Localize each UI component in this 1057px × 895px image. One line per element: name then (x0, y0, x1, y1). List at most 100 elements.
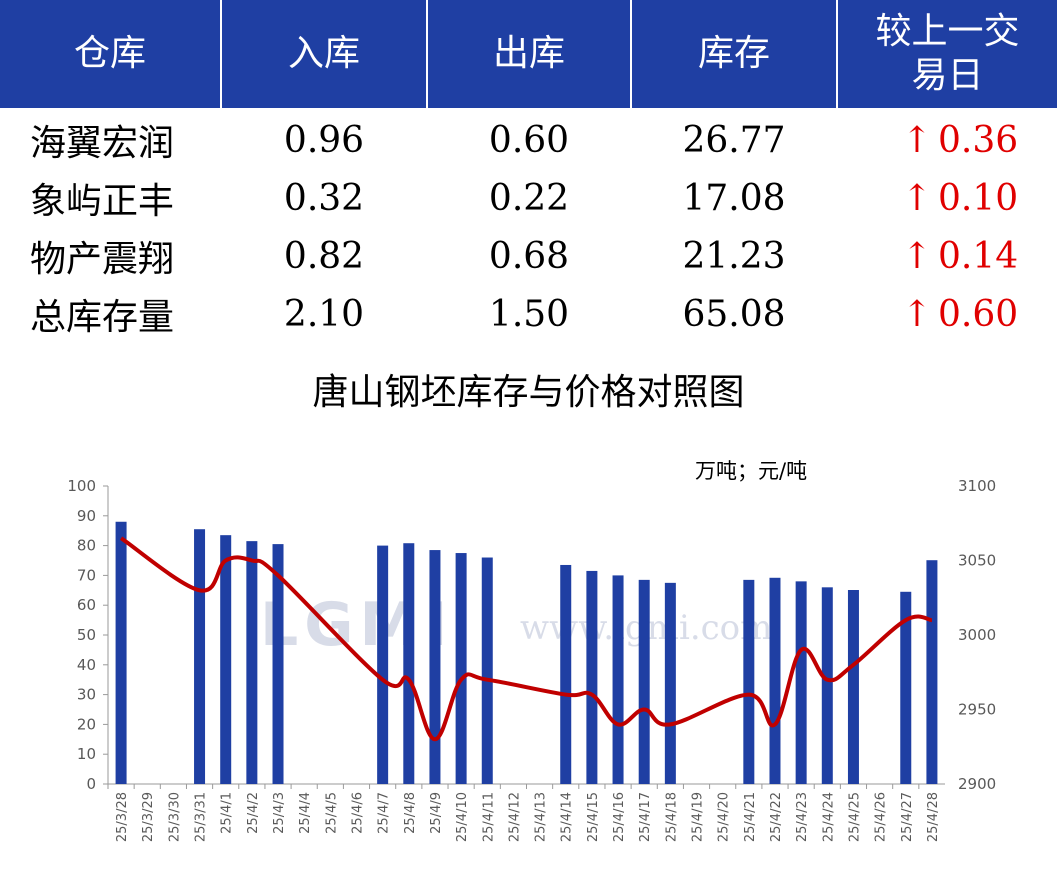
watermark-logo: LGMI (260, 590, 454, 660)
bar (795, 581, 807, 784)
y-left-tick-label: 30 (77, 686, 96, 704)
x-tick-label: 25/4/22 (769, 792, 784, 842)
chart-title: 唐山钢坯库存与价格对照图 (312, 372, 745, 413)
header-divider (630, 0, 632, 108)
table-row: 象屿正丰 0.32 0.22 17.08 ↑ 0.10 (0, 169, 1057, 227)
x-tick-label: 25/4/17 (638, 792, 653, 842)
bar (900, 591, 912, 784)
header-change-line2: 易日 (911, 55, 984, 96)
x-tick-label: 25/4/25 (847, 792, 862, 842)
y-left-tick-label: 80 (77, 537, 96, 555)
arrow-up-icon: ↑ (901, 293, 932, 335)
x-tick-label: 25/4/20 (717, 792, 732, 842)
row-in: 0.32 (283, 177, 365, 219)
bar (115, 521, 127, 784)
row-out: 0.22 (488, 177, 570, 219)
y-left-tick-label: 40 (77, 656, 96, 674)
row-in: 0.96 (283, 119, 365, 161)
x-tick-label: 25/4/23 (795, 792, 810, 842)
x-tick-label: 25/4/6 (350, 792, 365, 834)
row-out: 1.50 (488, 293, 570, 335)
y-left-tick-label: 50 (77, 626, 96, 644)
x-tick-label: 25/4/9 (429, 792, 444, 834)
y-right-tick-label: 3100 (958, 477, 996, 495)
bar (246, 541, 258, 784)
row-out: 0.68 (488, 235, 570, 277)
table-row: 海翼宏润 0.96 0.60 26.77 ↑ 0.36 (0, 111, 1057, 169)
bar (612, 575, 624, 784)
bar (403, 543, 415, 784)
inventory-price-chart: 0 10 20 30 40 50 60 70 80 90 100 2900 2950 3000 3050 31… (67, 477, 996, 842)
row-change: ↑ 0.60 (880, 285, 1040, 343)
y-right-tick-label: 2900 (958, 775, 996, 793)
unit-label: 万吨；元/吨 (695, 459, 808, 483)
header-change-line1: 较上一交 (875, 11, 1020, 52)
x-tick-label: 25/4/12 (507, 792, 522, 842)
bar (586, 570, 598, 784)
row-change: ↑ 0.14 (880, 227, 1040, 285)
x-tick-label: 25/4/11 (481, 792, 496, 842)
row-stock: 65.08 (682, 293, 786, 335)
header-change: 较上一交 易日 (838, 0, 1057, 108)
row-in: 2.10 (283, 293, 365, 335)
x-tick-label: 25/3/28 (115, 792, 130, 842)
bar (272, 544, 284, 784)
row-change: ↑ 0.10 (880, 169, 1040, 227)
y-left-tick-label: 60 (77, 596, 96, 614)
x-tick-label: 25/4/19 (691, 792, 706, 842)
x-tick-label: 25/4/16 (612, 792, 627, 842)
arrow-up-icon: ↑ (901, 177, 932, 219)
header-in: 入库 (287, 33, 360, 74)
x-tick-label: 25/4/21 (743, 792, 758, 842)
x-tick-label: 25/3/30 (167, 792, 182, 842)
x-tick-label: 25/4/5 (324, 792, 339, 834)
row-name: 象屿正丰 (30, 181, 175, 222)
x-tick-label: 25/4/13 (534, 792, 549, 842)
bar (455, 553, 467, 784)
x-tick-label: 25/4/7 (377, 792, 392, 834)
bar (429, 550, 441, 784)
y-left-tick-label: 70 (77, 566, 96, 584)
row-stock: 26.77 (682, 119, 786, 161)
x-tick-label: 25/3/31 (194, 792, 209, 842)
x-tick-label: 25/4/3 (272, 792, 287, 834)
row-stock: 17.08 (682, 177, 786, 219)
header-out: 出库 (492, 33, 565, 74)
row-name: 总库存量 (30, 297, 175, 338)
y-left-tick-label: 0 (86, 775, 96, 793)
price-line (119, 536, 933, 742)
bar (481, 557, 493, 784)
x-tick-label: 25/4/1 (220, 792, 235, 834)
bar (664, 582, 676, 784)
x-tick-label: 25/4/4 (298, 792, 313, 834)
arrow-up-icon: ↑ (901, 119, 932, 161)
x-tick-label: 25/4/24 (821, 792, 836, 842)
x-tick-label: 25/4/18 (664, 792, 679, 842)
bar (560, 564, 572, 784)
row-out: 0.60 (488, 119, 570, 161)
y-right-tick-label: 2950 (958, 701, 996, 719)
row-change-value: 0.14 (938, 235, 1019, 277)
x-tick-label: 25/3/29 (141, 792, 156, 842)
row-change: ↑ 0.36 (880, 111, 1040, 169)
row-name: 物产震翔 (30, 239, 175, 280)
header-warehouse: 仓库 (73, 33, 146, 74)
x-tick-label: 25/4/15 (586, 792, 601, 842)
x-tick-label: 25/4/10 (455, 792, 470, 842)
y-left-tick-label: 90 (77, 507, 96, 525)
x-tick-label: 25/4/28 (926, 792, 941, 842)
bar (220, 535, 232, 784)
x-tick-label: 25/4/26 (874, 792, 889, 842)
row-change-value: 0.10 (938, 177, 1019, 219)
bar (638, 579, 650, 784)
header-stock: 库存 (697, 33, 770, 74)
bar (769, 577, 781, 784)
y-right-tick-label: 3000 (958, 626, 996, 644)
table-row: 总库存量 2.10 1.50 65.08 ↑ 0.60 (0, 285, 1057, 343)
row-name: 海翼宏润 (30, 123, 175, 164)
bar (926, 560, 938, 784)
row-change-value: 0.60 (938, 293, 1019, 335)
arrow-up-icon: ↑ (901, 235, 932, 277)
x-tick-label: 25/4/2 (246, 792, 261, 834)
y-left-tick-label: 20 (77, 715, 96, 733)
